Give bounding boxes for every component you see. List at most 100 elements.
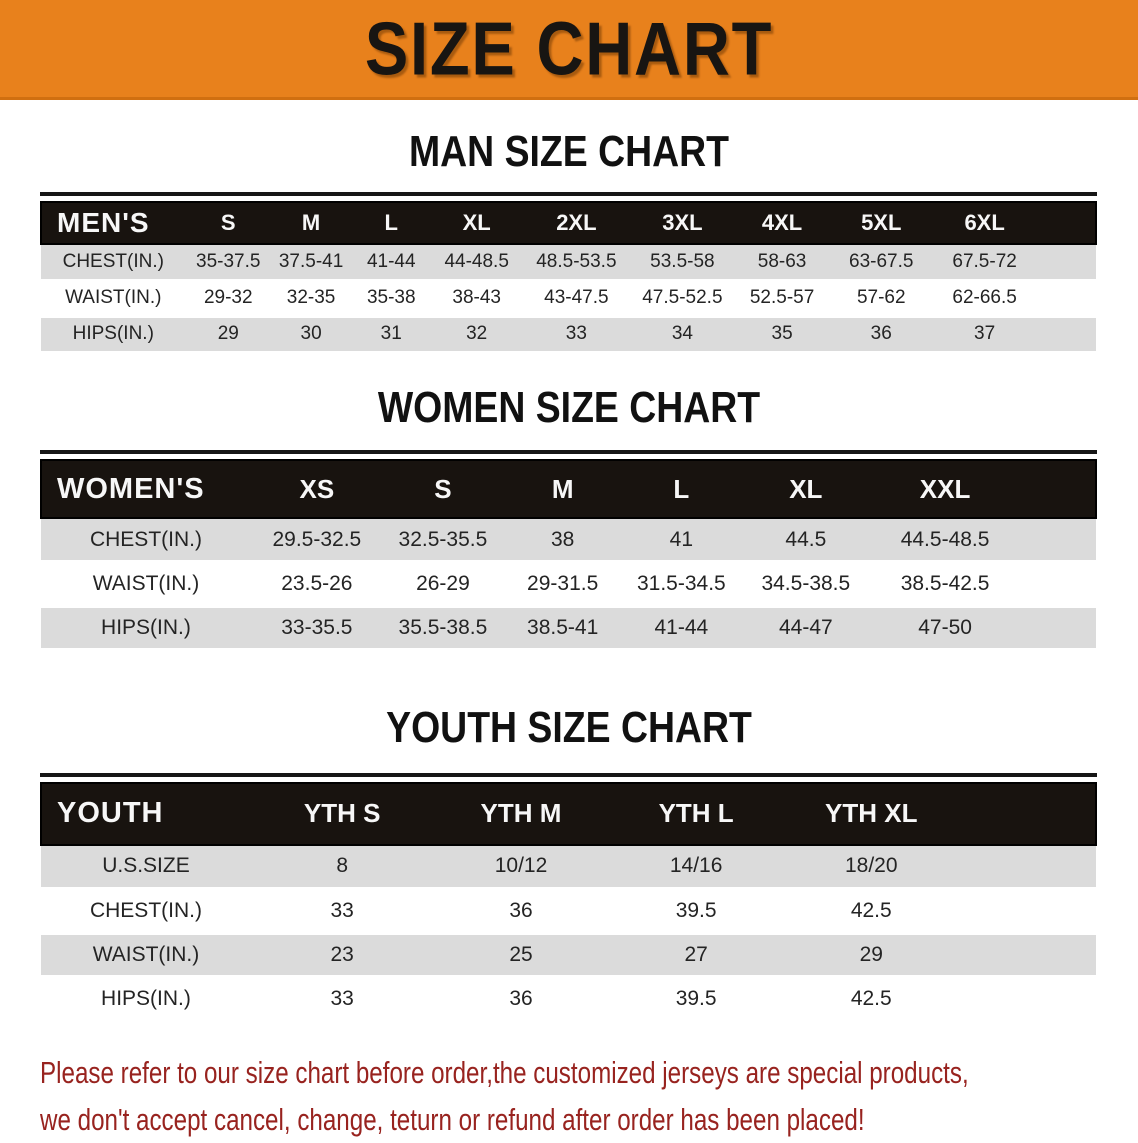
spacer-cell xyxy=(1036,201,1098,246)
row-label: WAIST(IN.) xyxy=(41,280,186,318)
cell: 35-38 xyxy=(351,280,432,318)
cell: 29 xyxy=(783,932,959,979)
row-label: CHEST(IN.) xyxy=(41,888,251,935)
cell: 38.5-41 xyxy=(503,606,623,653)
spacer-cell xyxy=(958,976,1096,1023)
cell: 26-29 xyxy=(382,562,504,609)
cell: 47.5-52.5 xyxy=(630,280,735,318)
spacer-cell xyxy=(1018,518,1096,565)
disclaimer: Please refer to our size chart before or… xyxy=(40,1049,1128,1143)
cell: 31.5-34.5 xyxy=(622,562,741,609)
women-header-row: WOMEN'S XS S M L XL XXL xyxy=(40,459,1098,520)
cell: 44.5-48.5 xyxy=(871,518,1019,565)
cell: 67.5-72 xyxy=(932,244,1037,282)
cell: 30 xyxy=(270,316,352,354)
cell: 44-47 xyxy=(740,606,872,653)
men-table-wrap: MEN'S S M L XL 2XL 3XL 4XL 5XL 6XL CHEST… xyxy=(40,192,1098,354)
spacer-cell xyxy=(958,844,1096,891)
women-col-header: S xyxy=(382,459,504,520)
cell: 25 xyxy=(433,932,609,979)
youth-size-table: YOUTH YTH S YTH M YTH L YTH XL U.S.SIZE … xyxy=(40,781,1098,1023)
cell: 32 xyxy=(431,316,523,354)
youth-col-header: YTH XL xyxy=(783,781,959,846)
women-col-header: M xyxy=(503,459,623,520)
cell: 38 xyxy=(503,518,623,565)
men-col-header: 3XL xyxy=(630,201,735,246)
cell: 29 xyxy=(185,316,271,354)
women-hips-row: HIPS(IN.) 33-35.5 35.5-38.5 38.5-41 41-4… xyxy=(41,606,1096,653)
spacer-cell xyxy=(1036,244,1096,282)
disclaimer-line-1: Please refer to our size chart before or… xyxy=(40,1054,969,1090)
men-col-header: 2XL xyxy=(522,201,631,246)
cell: 8 xyxy=(250,844,434,891)
cell: 33 xyxy=(250,888,434,935)
cell: 37.5-41 xyxy=(270,244,352,282)
cell: 44-48.5 xyxy=(431,244,523,282)
cell: 35-37.5 xyxy=(185,244,271,282)
cell: 39.5 xyxy=(608,976,784,1023)
cell: 48.5-53.5 xyxy=(522,244,631,282)
cell: 62-66.5 xyxy=(932,280,1037,318)
cell: 33 xyxy=(250,976,434,1023)
cell: 33-35.5 xyxy=(250,606,383,653)
cell: 41 xyxy=(622,518,741,565)
cell: 53.5-58 xyxy=(630,244,735,282)
cell: 18/20 xyxy=(783,844,959,891)
youth-col-header: YTH S xyxy=(250,781,434,846)
youth-col-header: YTH M xyxy=(433,781,609,846)
cell: 43-47.5 xyxy=(522,280,631,318)
cell: 35.5-38.5 xyxy=(382,606,504,653)
youth-table-title: YOUTH xyxy=(40,781,251,846)
cell: 41-44 xyxy=(622,606,741,653)
cell: 37 xyxy=(932,316,1037,354)
women-col-header: XL xyxy=(740,459,872,520)
women-col-header: XXL xyxy=(871,459,1019,520)
men-col-header: 4XL xyxy=(734,201,831,246)
cell: 42.5 xyxy=(783,888,959,935)
spacer-cell xyxy=(958,932,1096,979)
cell: 14/16 xyxy=(608,844,784,891)
youth-waist-row: WAIST(IN.) 23 25 27 29 xyxy=(41,932,1096,979)
spacer-cell xyxy=(1036,316,1096,354)
cell: 23.5-26 xyxy=(250,562,383,609)
cell: 47-50 xyxy=(871,606,1019,653)
women-chest-row: CHEST(IN.) 29.5-32.5 32.5-35.5 38 41 44.… xyxy=(41,518,1096,565)
men-waist-row: WAIST(IN.) 29-32 32-35 35-38 38-43 43-47… xyxy=(41,280,1096,318)
men-hips-row: HIPS(IN.) 29 30 31 32 33 34 35 36 37 xyxy=(41,316,1096,354)
youth-table-top-rule xyxy=(40,772,1097,777)
row-label: HIPS(IN.) xyxy=(41,976,251,1023)
cell: 34.5-38.5 xyxy=(740,562,872,609)
row-label: CHEST(IN.) xyxy=(41,518,251,565)
cell: 38-43 xyxy=(431,280,523,318)
women-table-title: WOMEN'S xyxy=(40,459,251,520)
men-header-row: MEN'S S M L XL 2XL 3XL 4XL 5XL 6XL xyxy=(40,201,1098,246)
cell: 10/12 xyxy=(433,844,609,891)
cell: 42.5 xyxy=(783,976,959,1023)
spacer-cell xyxy=(1018,562,1096,609)
cell: 29-31.5 xyxy=(503,562,623,609)
youth-table-wrap: YOUTH YTH S YTH M YTH L YTH XL U.S.SIZE … xyxy=(40,772,1098,1023)
spacer-cell xyxy=(958,888,1096,935)
men-col-header: S xyxy=(185,201,271,246)
spacer-cell xyxy=(958,781,1098,846)
cell: 27 xyxy=(608,932,784,979)
women-waist-row: WAIST(IN.) 23.5-26 26-29 29-31.5 31.5-34… xyxy=(41,562,1096,609)
row-label: WAIST(IN.) xyxy=(41,562,251,609)
cell: 33 xyxy=(522,316,631,354)
cell: 29-32 xyxy=(185,280,271,318)
women-col-header: XS xyxy=(250,459,383,520)
banner: SIZE CHART xyxy=(0,0,1138,100)
disclaimer-line-2: we don't accept cancel, change, teturn o… xyxy=(40,1101,865,1137)
men-size-table: MEN'S S M L XL 2XL 3XL 4XL 5XL 6XL CHEST… xyxy=(40,201,1098,354)
men-section: MAN SIZE CHART MEN'S S M L XL 2XL 3XL 4X… xyxy=(0,127,1138,354)
spacer-cell xyxy=(1018,459,1098,520)
spacer-cell xyxy=(1018,606,1096,653)
cell: 38.5-42.5 xyxy=(871,562,1019,609)
women-table-top-rule xyxy=(40,450,1097,455)
women-size-table: WOMEN'S XS S M L XL XXL CHEST(IN.) 29.5-… xyxy=(40,459,1098,653)
women-section: WOMEN SIZE CHART WOMEN'S XS S M L XL XXL xyxy=(0,383,1138,653)
cell: 31 xyxy=(351,316,432,354)
row-label: HIPS(IN.) xyxy=(41,316,186,354)
youth-section: YOUTH SIZE CHART YOUTH YTH S YTH M YTH L… xyxy=(0,703,1138,1023)
